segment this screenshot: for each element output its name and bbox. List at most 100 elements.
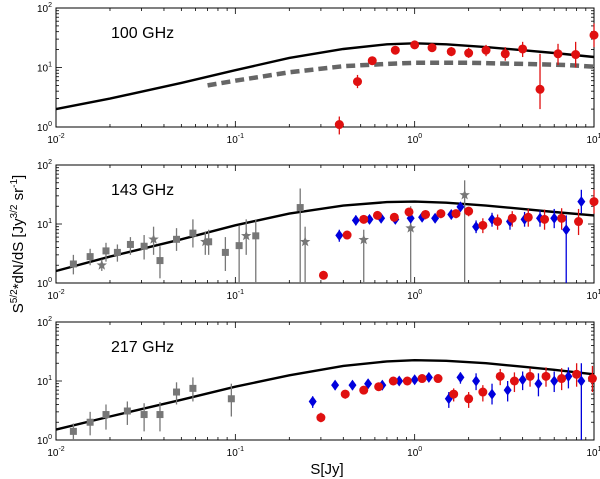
data-point (299, 236, 311, 247)
data-point (577, 375, 586, 387)
data-point (472, 375, 481, 387)
x-tick-label: 10-2 (47, 446, 64, 459)
data-point (534, 378, 543, 390)
data-point (102, 247, 110, 255)
data-point (523, 212, 533, 222)
data-point (335, 229, 344, 241)
data-point (227, 395, 235, 403)
data-point (550, 375, 559, 387)
x-tick-label: 101 (586, 446, 600, 459)
y-axis-label-s: S (10, 303, 27, 313)
data-point (69, 260, 77, 268)
data-point (589, 197, 599, 207)
data-point (589, 30, 599, 40)
data-point (503, 384, 512, 396)
panel-0: 10-2 10-1 100 101 100 101 102 100 GHz (37, 2, 600, 146)
y-tick-label: 100 (37, 434, 52, 447)
data-point (405, 222, 416, 233)
data-point (296, 204, 304, 212)
data-point (156, 411, 164, 419)
data-point (493, 217, 503, 227)
data-point (351, 214, 360, 226)
data-point (388, 376, 398, 386)
x-tick-label: 101 (586, 133, 600, 146)
data-point (342, 230, 352, 240)
data-point (464, 48, 474, 58)
data-point (156, 257, 164, 265)
data-point (562, 224, 571, 236)
data-point (535, 84, 545, 94)
x-tick-label: 101 (586, 289, 600, 302)
panel-2: 10-2 10-1 100 101 100 101 102 217 GHz (37, 316, 600, 459)
data-point (495, 371, 505, 381)
data-point (359, 214, 369, 224)
model-curve (55, 358, 595, 431)
data-point (358, 234, 369, 245)
data-point (200, 236, 211, 247)
x-tick-label: 10-1 (227, 133, 244, 146)
x-tick-label: 10-2 (47, 133, 64, 146)
y-tick-label: 101 (37, 375, 52, 388)
y-tick-label: 100 (37, 121, 52, 134)
data-point (507, 213, 517, 223)
data-point (541, 371, 551, 381)
data-point (241, 230, 252, 241)
data-point (540, 214, 550, 224)
series-line (55, 358, 595, 431)
data-point (433, 374, 443, 384)
data-point (557, 374, 567, 384)
data-point (410, 40, 420, 50)
x-tick-label: 10-2 (47, 289, 64, 302)
data-point (372, 210, 382, 220)
data-point (410, 374, 419, 386)
y-tick-label: 102 (37, 159, 52, 172)
series-circle (316, 363, 597, 423)
x-axis-label: S[Jy] (310, 461, 343, 478)
x-tick-label: 10-1 (227, 289, 244, 302)
data-point (478, 220, 488, 230)
data-point (451, 209, 461, 219)
data-point (140, 242, 148, 250)
data-point (464, 394, 474, 404)
data-point (374, 382, 384, 392)
data-point (189, 384, 197, 392)
panel-label: 217 GHz (111, 339, 174, 356)
data-point (446, 47, 456, 57)
model-curve-dashed (207, 60, 595, 88)
data-point (221, 248, 229, 256)
data-point (365, 213, 374, 225)
data-point (456, 201, 465, 213)
series-circle (334, 23, 599, 135)
data-point (571, 50, 581, 60)
x-tick-label: 100 (407, 289, 422, 302)
series-circle (318, 189, 599, 280)
data-point (148, 233, 159, 244)
x-tick-label: 10-1 (227, 446, 244, 459)
data-point (472, 221, 481, 233)
data-point (488, 388, 497, 400)
data-point (518, 374, 527, 386)
data-point (348, 379, 357, 391)
data-point (587, 374, 597, 384)
data-point (359, 385, 369, 395)
data-point (173, 235, 181, 243)
data-point (518, 44, 528, 54)
series-line (55, 200, 595, 273)
data-point (367, 56, 377, 66)
y-tick-label: 101 (37, 218, 52, 231)
data-point (509, 376, 519, 386)
x-tick-label: 100 (407, 446, 422, 459)
panel-1: 10-2 10-1 100 101 100 101 102 143 GHz (37, 159, 600, 302)
data-point (173, 388, 181, 396)
data-point (421, 209, 431, 219)
data-point (123, 407, 131, 415)
series-line (55, 42, 595, 111)
data-point (205, 238, 213, 246)
data-point (96, 259, 107, 270)
data-point (86, 418, 94, 426)
x-tick-label: 100 (407, 133, 422, 146)
y-tick-label: 100 (37, 277, 52, 290)
data-point (481, 45, 491, 55)
svg-text:S5/2*dN/dS [Jy3/2 sr-1]: S5/2*dN/dS [Jy3/2 sr-1] (9, 175, 27, 313)
